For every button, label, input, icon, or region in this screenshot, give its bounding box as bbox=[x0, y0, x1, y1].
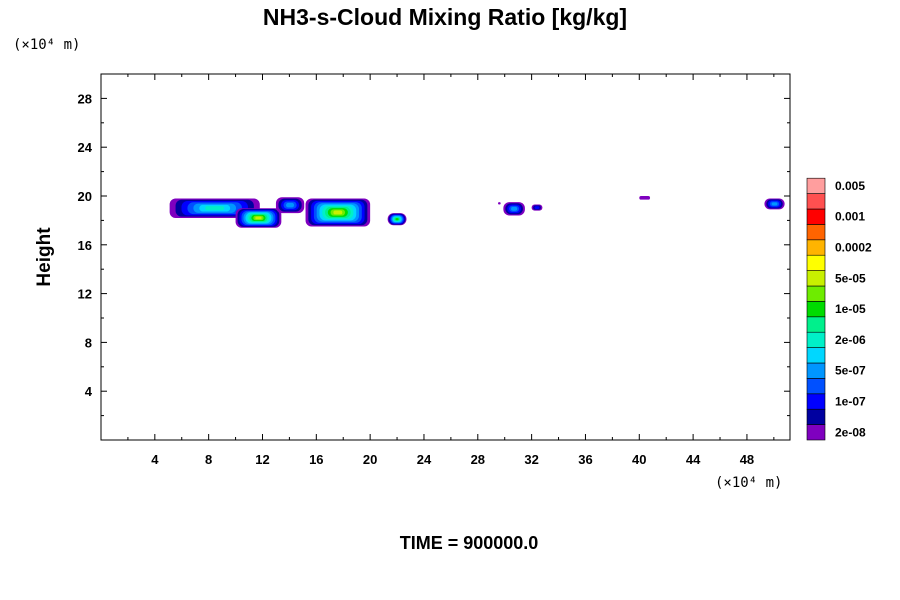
colorbar-swatch bbox=[806, 254, 826, 271]
x-tick-label: 48 bbox=[740, 452, 754, 467]
colorbar-swatch bbox=[806, 362, 826, 379]
x-tick-label: 28 bbox=[471, 452, 485, 467]
x-tick-label: 40 bbox=[632, 452, 646, 467]
x-tick-label: 16 bbox=[309, 452, 323, 467]
colorbar-label: 0.005 bbox=[835, 179, 865, 193]
y-tick-label: 8 bbox=[85, 335, 92, 350]
colorbar-label: 2e-06 bbox=[835, 333, 866, 347]
colorbar-label: 0.001 bbox=[835, 210, 865, 224]
contour-region bbox=[497, 202, 501, 205]
y-tick-label: 28 bbox=[78, 91, 92, 106]
x-axis: 4 8 12 16 20 24 28 32 36 40 44 48 bbox=[127, 74, 775, 467]
plot-frame bbox=[100, 73, 791, 441]
colorbar-swatch bbox=[806, 378, 826, 395]
y-tick-label: 12 bbox=[78, 287, 92, 302]
x-tick-label: 12 bbox=[255, 452, 269, 467]
colorbar-swatch bbox=[806, 301, 826, 318]
y-axis: 4 8 12 16 20 24 28 bbox=[78, 73, 790, 417]
colorbar-label: 5e-07 bbox=[835, 364, 866, 378]
time-label: TIME = 900000.0 bbox=[400, 533, 539, 553]
colorbar-label: 1e-05 bbox=[835, 302, 866, 316]
y-tick-label: 4 bbox=[85, 384, 93, 399]
colorbar-label: 1e-07 bbox=[835, 395, 866, 409]
y-tick-label: 24 bbox=[78, 140, 93, 155]
contour-region bbox=[255, 216, 262, 220]
colorbar-swatch bbox=[806, 208, 826, 225]
x-tick-label: 32 bbox=[524, 452, 538, 467]
contour-region bbox=[639, 196, 651, 200]
colorbar-swatch bbox=[806, 285, 826, 302]
colorbar-swatch bbox=[806, 393, 826, 410]
y-tick-label: 20 bbox=[78, 189, 92, 204]
x-axis-unit: (×10⁴ m) bbox=[715, 475, 782, 491]
chart-title: NH3-s-Cloud Mixing Ratio [kg/kg] bbox=[263, 4, 627, 30]
contour-fill-layer bbox=[169, 196, 785, 228]
y-tick-label: 16 bbox=[78, 238, 92, 253]
x-tick-label: 44 bbox=[686, 452, 701, 467]
colorbar-swatch bbox=[806, 316, 826, 333]
colorbar-swatch bbox=[806, 193, 826, 210]
colorbar-swatch bbox=[806, 239, 826, 256]
contour-region bbox=[205, 206, 225, 211]
contour-region bbox=[286, 202, 295, 208]
contour-region bbox=[771, 202, 778, 206]
colorbar-label: 2e-08 bbox=[835, 425, 866, 439]
colorbar-label: 0.0002 bbox=[835, 241, 872, 255]
colorbar-swatch bbox=[806, 408, 826, 425]
y-axis-label: Height bbox=[34, 227, 55, 287]
x-tick-label: 24 bbox=[417, 452, 432, 467]
x-tick-label: 8 bbox=[205, 452, 212, 467]
x-tick-label: 4 bbox=[151, 452, 159, 467]
colorbar-swatch bbox=[806, 331, 826, 348]
contour-region bbox=[395, 218, 399, 221]
colorbar-swatch bbox=[806, 424, 826, 441]
colorbar-swatch bbox=[806, 224, 826, 241]
x-tick-label: 36 bbox=[578, 452, 592, 467]
colorbar-swatch bbox=[806, 177, 826, 194]
x-tick-label: 20 bbox=[363, 452, 377, 467]
colorbar-swatch bbox=[806, 270, 826, 287]
contour-region bbox=[333, 210, 343, 215]
colorbar: 2e-08 1e-07 5e-07 2e-06 1e-05 5e-05 0.0002 0.00… bbox=[806, 177, 872, 441]
contour-region bbox=[511, 206, 518, 211]
colorbar-swatch bbox=[806, 347, 826, 364]
y-axis-unit: (×10⁴ m) bbox=[13, 37, 80, 53]
contour-region bbox=[534, 206, 540, 209]
colorbar-label: 5e-05 bbox=[835, 271, 866, 285]
